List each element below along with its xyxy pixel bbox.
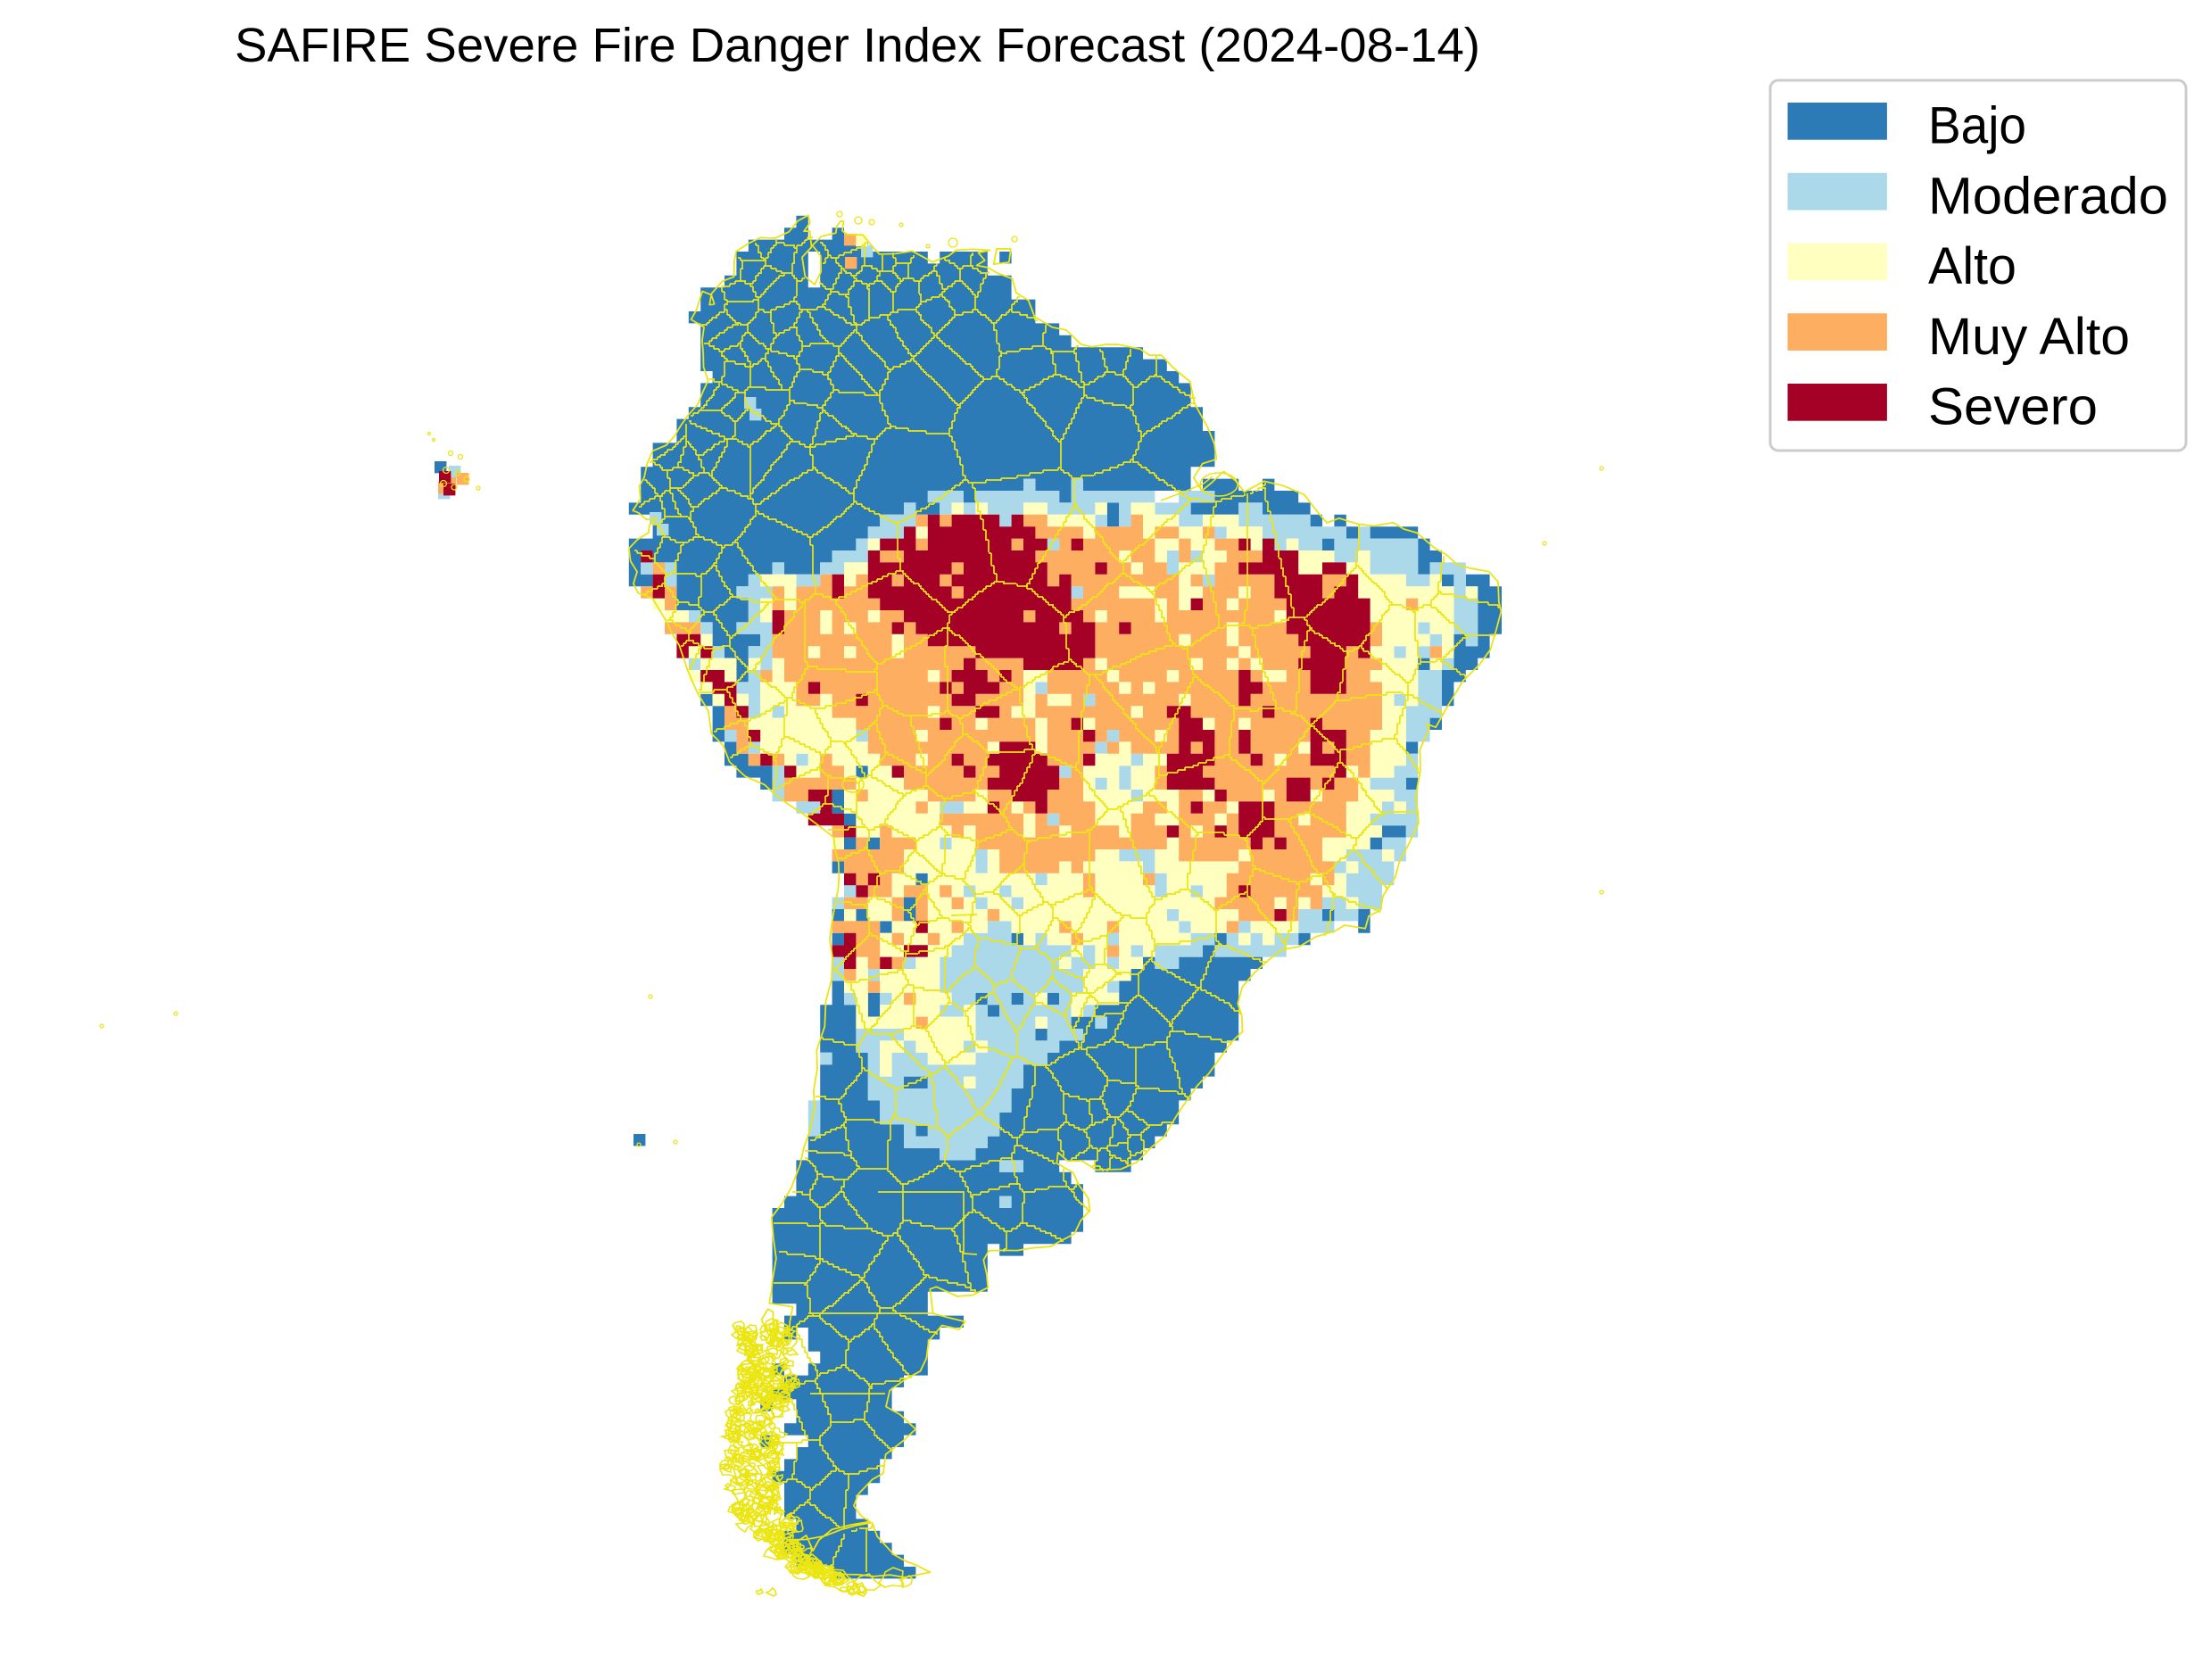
svg-text:SAFIRE Severe Fire Danger Inde: SAFIRE Severe Fire Danger Index Forecast… <box>235 19 1480 72</box>
svg-text:Bajo: Bajo <box>1928 97 2026 155</box>
svg-text:Alto: Alto <box>1928 237 2016 295</box>
svg-text:Muy Alto: Muy Alto <box>1928 308 2130 366</box>
svg-text:Severo: Severo <box>1928 378 2098 436</box>
svg-text:Moderado: Moderado <box>1928 167 2168 225</box>
